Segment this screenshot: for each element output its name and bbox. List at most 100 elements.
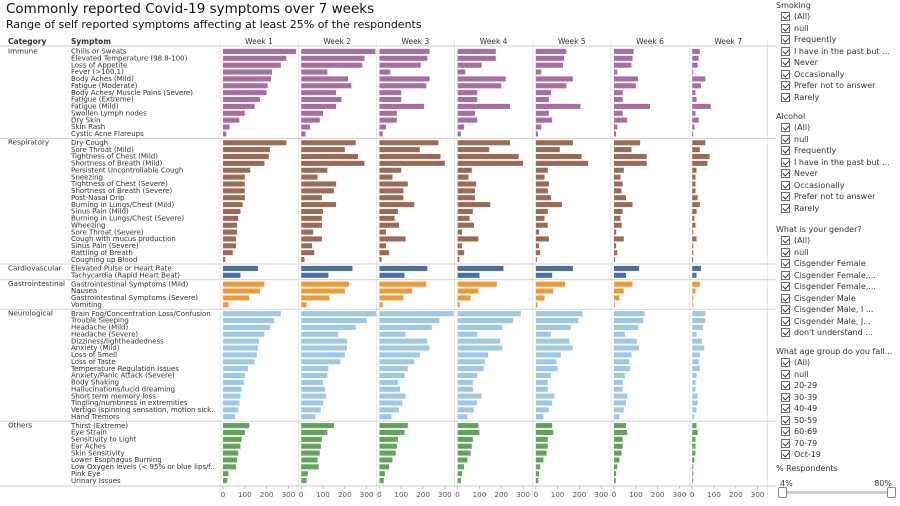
bar: [692, 229, 694, 235]
checkbox-checked-icon[interactable]: [781, 404, 790, 414]
filter-option[interactable]: Prefer not to answer: [776, 191, 900, 203]
filter-option[interactable]: Occasionally: [776, 69, 900, 81]
range-min-handle[interactable]: [778, 487, 787, 498]
bar: [614, 265, 640, 271]
filter-option[interactable]: 20-29: [776, 380, 900, 392]
filter-option[interactable]: I have in the past but ...: [776, 157, 900, 169]
bar: [457, 311, 521, 317]
checkbox-checked-icon[interactable]: [781, 169, 790, 179]
bar: [379, 160, 445, 166]
bar: [457, 236, 479, 242]
filter-option[interactable]: null: [776, 247, 900, 259]
checkbox-checked-icon[interactable]: [781, 316, 790, 326]
filter-option[interactable]: (All): [776, 11, 900, 23]
symptom-label: Sore Throat (Severe): [71, 228, 144, 236]
checkbox-checked-icon[interactable]: [781, 450, 790, 460]
filter-option[interactable]: 30-39: [776, 392, 900, 404]
bar: [535, 250, 541, 256]
bar: [379, 195, 404, 201]
filter-option[interactable]: Prefer not to answer: [776, 80, 900, 92]
range-slider-track[interactable]: [782, 491, 892, 494]
filter-option[interactable]: don't understand ...: [776, 327, 900, 339]
checkbox-checked-icon[interactable]: [781, 146, 790, 156]
range-max-handle[interactable]: [887, 487, 896, 498]
bar: [692, 222, 696, 228]
filter-option[interactable]: Cisgender Female,...: [776, 281, 900, 293]
filter-option-label: Oct-19: [794, 450, 821, 460]
checkbox-checked-icon[interactable]: [781, 92, 790, 102]
bar: [692, 83, 701, 89]
filter-option[interactable]: (All): [776, 235, 900, 247]
filter-option[interactable]: Never: [776, 168, 900, 180]
checkbox-checked-icon[interactable]: [781, 438, 790, 448]
bar: [457, 90, 478, 96]
bar: [379, 407, 400, 413]
filter-option[interactable]: I have in the past but ...: [776, 46, 900, 58]
filter-option[interactable]: Occasionally: [776, 180, 900, 192]
checkbox-checked-icon[interactable]: [781, 123, 790, 133]
checkbox-checked-icon[interactable]: [781, 270, 790, 280]
checkbox-checked-icon[interactable]: [781, 12, 790, 22]
filter-option[interactable]: Cisgender Female,...: [776, 270, 900, 282]
filter-option[interactable]: Cisgender Male: [776, 293, 900, 305]
checkbox-checked-icon[interactable]: [781, 328, 790, 338]
bar: [301, 69, 328, 75]
filter-option[interactable]: null: [776, 23, 900, 35]
bar: [535, 167, 548, 173]
bar: [535, 379, 548, 385]
bar: [535, 215, 545, 221]
bar: [301, 414, 316, 420]
checkbox-checked-icon[interactable]: [781, 23, 790, 33]
filter-option[interactable]: null: [776, 134, 900, 146]
filter-option-label: null: [794, 369, 809, 379]
checkbox-checked-icon[interactable]: [781, 392, 790, 402]
filter-option[interactable]: (All): [776, 357, 900, 369]
checkbox-checked-icon[interactable]: [781, 381, 790, 391]
checkbox-checked-icon[interactable]: [781, 358, 790, 368]
checkbox-checked-icon[interactable]: [781, 236, 790, 246]
checkbox-checked-icon[interactable]: [781, 293, 790, 303]
filter-option[interactable]: Oct-19: [776, 449, 900, 461]
filter-option[interactable]: null: [776, 369, 900, 381]
bar: [457, 215, 470, 221]
filter-option[interactable]: Cisgender Female: [776, 258, 900, 270]
checkbox-checked-icon[interactable]: [781, 369, 790, 379]
filter-option[interactable]: 60-69: [776, 426, 900, 438]
respondents-range-filter: % Respondents 4% 80%: [776, 463, 900, 498]
checkbox-checked-icon[interactable]: [781, 69, 790, 79]
checkbox-checked-icon[interactable]: [781, 282, 790, 292]
filter-option[interactable]: Never: [776, 57, 900, 69]
filter-option[interactable]: Frequently: [776, 145, 900, 157]
bar: [379, 257, 382, 263]
checkbox-checked-icon[interactable]: [781, 58, 790, 68]
filter-option[interactable]: 40-49: [776, 403, 900, 415]
checkbox-checked-icon[interactable]: [781, 180, 790, 190]
checkbox-checked-icon[interactable]: [781, 415, 790, 425]
filter-option-label: null: [794, 134, 809, 144]
checkbox-checked-icon[interactable]: [781, 305, 790, 315]
filter-option[interactable]: (All): [776, 122, 900, 134]
checkbox-checked-icon[interactable]: [781, 247, 790, 257]
checkbox-checked-icon[interactable]: [781, 81, 790, 91]
bar: [379, 478, 384, 484]
checkbox-checked-icon[interactable]: [781, 427, 790, 437]
checkbox-checked-icon[interactable]: [781, 203, 790, 213]
filter-option[interactable]: Rarely: [776, 92, 900, 104]
checkbox-checked-icon[interactable]: [781, 134, 790, 144]
checkbox-checked-icon[interactable]: [781, 259, 790, 269]
bar: [301, 372, 328, 379]
bar: [379, 48, 430, 54]
filter-option[interactable]: Cisgender Male, I ...: [776, 304, 900, 316]
checkbox-checked-icon[interactable]: [781, 157, 790, 167]
checkbox-checked-icon[interactable]: [781, 35, 790, 45]
filter-option[interactable]: 70-79: [776, 438, 900, 450]
filter-option[interactable]: Frequently: [776, 34, 900, 46]
checkbox-checked-icon[interactable]: [781, 46, 790, 56]
bar: [535, 229, 540, 235]
checkbox-checked-icon[interactable]: [781, 192, 790, 202]
filter-option[interactable]: Rarely: [776, 203, 900, 215]
filter-option[interactable]: Cisgender Male, J...: [776, 316, 900, 328]
filter-option[interactable]: 50-59: [776, 415, 900, 427]
bar: [535, 147, 560, 153]
bar: [535, 338, 570, 344]
